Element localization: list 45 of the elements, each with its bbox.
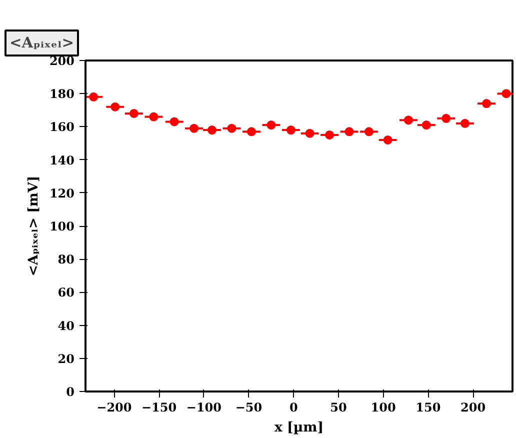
point (110, 102, 120, 112)
point (190, 124, 199, 133)
point (149, 112, 158, 122)
point (364, 127, 374, 136)
x-tick-label: −50 (235, 400, 262, 414)
point (383, 135, 392, 144)
y-tick-label: 80 (58, 252, 75, 267)
point (207, 126, 216, 134)
point (227, 124, 236, 133)
y-tick-label: 200 (49, 54, 75, 68)
y-tick-label: 40 (58, 318, 75, 333)
point (286, 126, 296, 134)
point (502, 89, 511, 98)
y-tick-label: 20 (58, 352, 75, 366)
point (266, 120, 276, 130)
y-tick-label: 60 (58, 286, 75, 300)
x-tick-label: 150 (416, 400, 441, 414)
point (422, 120, 431, 130)
x-tick-label: −150 (142, 400, 177, 414)
point (170, 117, 179, 126)
y-tick-label: 180 (49, 87, 75, 102)
chart-title: <Aₚᵢₓₑₗ> (10, 34, 74, 52)
point (246, 127, 256, 136)
y-tick-label: 160 (49, 120, 75, 134)
point (344, 127, 354, 136)
point (305, 128, 314, 138)
y-axis-title: <Aₚᵢₓₑₗ> [mV] (25, 176, 42, 276)
x-tick-label: −100 (186, 400, 222, 414)
y-tick-label: 120 (49, 186, 75, 200)
point (460, 118, 470, 128)
x-axis-title: x [µm] (274, 420, 324, 436)
y-tick-label: 100 (49, 220, 75, 234)
x-tick-label: 50 (330, 400, 347, 414)
point (89, 92, 98, 102)
x-tick-label: 0 (289, 400, 298, 414)
point (325, 130, 334, 140)
point (404, 116, 413, 125)
y-tick-label: 0 (66, 385, 75, 399)
point (482, 99, 491, 108)
y-tick-label: 140 (49, 153, 75, 168)
x-tick-label: 100 (370, 400, 396, 414)
point (442, 114, 451, 123)
x-tick-label: −200 (96, 400, 132, 414)
point (129, 108, 138, 118)
x-tick-label: 200 (460, 400, 486, 414)
